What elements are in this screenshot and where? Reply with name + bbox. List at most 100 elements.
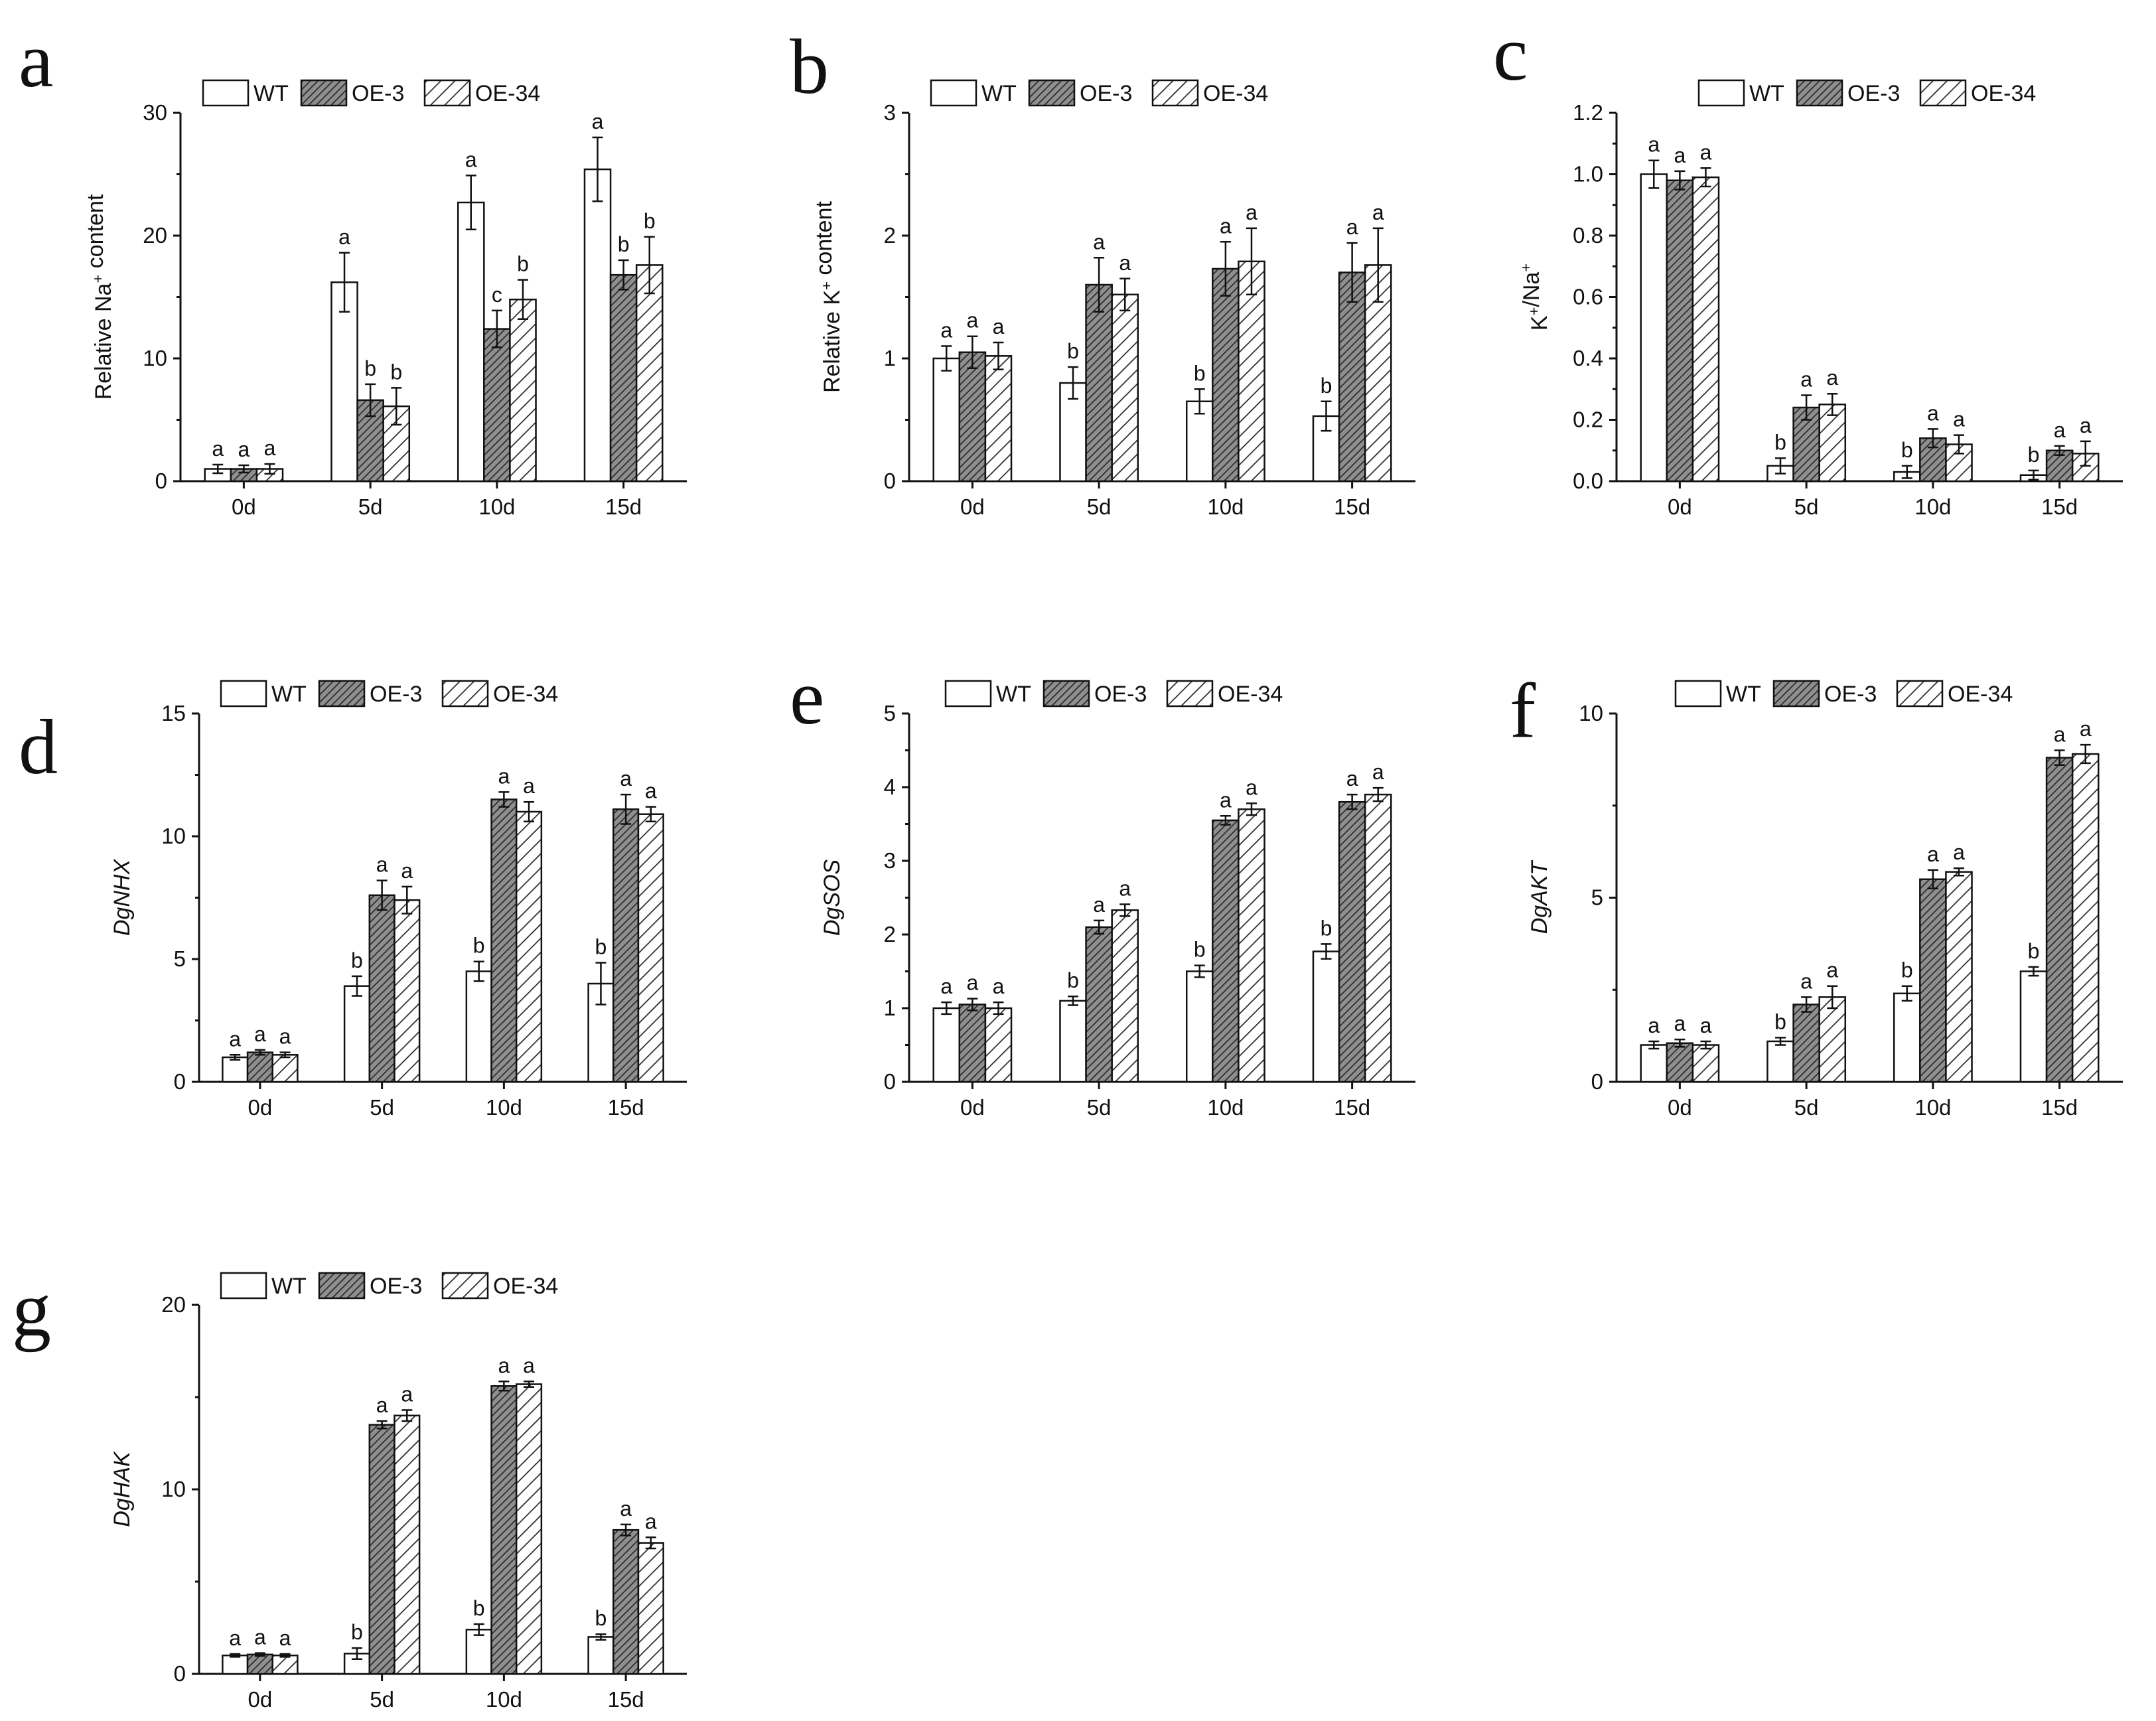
bar-oe3 [1212, 267, 1240, 483]
bar-oe34 [984, 355, 1013, 483]
y-axis-label: Relative K+ content [812, 201, 845, 393]
error-bar-oe3 [1927, 869, 1938, 889]
error-bar-wt [465, 175, 476, 230]
panel-letter: f [1510, 667, 1536, 754]
bar-oe3 [246, 1051, 273, 1083]
significance-letter: b [595, 935, 607, 959]
bar-oe34 [515, 1383, 543, 1675]
bar-wt [2019, 970, 2048, 1083]
legend-label-oe3: OE-3 [1824, 682, 1877, 707]
bar-wt [1640, 173, 1668, 483]
y-tick-label: 0 [174, 1661, 186, 1686]
error-bar-oe3 [254, 1049, 265, 1056]
error-bar-oe3 [1094, 257, 1105, 313]
bar-oe34 [635, 264, 664, 483]
bar-wt [222, 1654, 249, 1675]
significance-letter: a [523, 1353, 535, 1377]
significance-letter: b [2028, 939, 2040, 963]
bar-oe34 [1238, 808, 1265, 1083]
significance-letter: a [338, 225, 350, 249]
panel-letter: g [12, 1266, 51, 1353]
legend-swatch-wt [1674, 680, 1722, 708]
legend-label-wt: WT [253, 81, 289, 106]
significance-letter: a [254, 1625, 266, 1649]
y-tick-label: 1 [884, 346, 896, 370]
significance-letter: b [390, 360, 402, 384]
error-bar-oe34 [1700, 167, 1711, 188]
significance-letter: b [1194, 361, 1206, 385]
legend-label-wt: WT [1726, 682, 1761, 707]
legend-swatch-oe3 [1042, 680, 1090, 708]
error-bar-wt [212, 463, 224, 475]
error-bar-oe3 [1220, 241, 1231, 297]
error-bar-oe3 [376, 879, 388, 911]
bar-oe34 [2071, 753, 2100, 1083]
legend-swatch-oe34 [1151, 79, 1199, 107]
legend-swatch-oe3 [318, 1272, 366, 1300]
significance-letter: a [264, 436, 276, 460]
error-bar-wt [1068, 995, 1079, 1006]
legend-label-wt: WT [271, 1274, 307, 1299]
bar-oe34 [1818, 996, 1847, 1083]
y-tick-label: 0 [1591, 1069, 1603, 1094]
y-tick-label: 0 [155, 469, 167, 493]
y-tick-label: 4 [884, 775, 896, 799]
significance-letter: a [2054, 418, 2066, 442]
bar-wt [583, 168, 612, 483]
significance-letter: a [498, 764, 510, 788]
significance-letter: a [1648, 1013, 1660, 1037]
error-bar-oe3 [620, 793, 632, 825]
y-tick-label: 1.0 [1573, 162, 1603, 187]
legend-swatch-oe34 [1919, 79, 1967, 107]
error-bar-wt [1321, 400, 1332, 432]
error-bar-oe3 [967, 335, 978, 370]
x-tick-label: 15d [2041, 1095, 2078, 1120]
error-bar-oe34 [2080, 440, 2091, 467]
y-tick-label: 2 [884, 922, 896, 946]
bar-oe3 [368, 1424, 395, 1675]
significance-letter: a [1826, 366, 1838, 390]
error-bar-wt [230, 1653, 241, 1658]
error-bar-wt [1068, 366, 1079, 400]
bar-oe34 [637, 813, 664, 1083]
error-bar-oe34 [524, 800, 535, 823]
error-bar-wt [473, 960, 484, 982]
significance-letter: a [401, 859, 413, 883]
y-tick-label: 20 [161, 1292, 186, 1317]
significance-letter: b [2028, 443, 2040, 467]
legend-swatch-wt [944, 680, 992, 708]
bar-wt [343, 985, 371, 1083]
legend-label-oe3: OE-3 [1847, 81, 1900, 106]
y-tick-label: 3 [884, 848, 896, 873]
x-tick-label: 15d [608, 1095, 644, 1120]
bar-wt [587, 982, 614, 1083]
y-tick-label: 20 [143, 223, 167, 248]
y-axis-label: DgHAK [109, 1451, 135, 1527]
x-tick-label: 10d [1207, 1095, 1244, 1120]
legend-label-wt: WT [996, 682, 1031, 707]
error-bar-oe34 [517, 279, 528, 321]
legend-swatch-wt [220, 1272, 267, 1300]
significance-letter: a [645, 1509, 657, 1533]
bar-wt [465, 970, 492, 1083]
legend-label-oe3: OE-3 [370, 1274, 422, 1299]
error-bar-oe34 [279, 1653, 291, 1658]
significance-letter: b [1067, 968, 1079, 992]
y-axis-label: Relative Na+ content [83, 194, 116, 400]
significance-letter: a [401, 1382, 413, 1406]
bar-oe34 [1364, 793, 1392, 1083]
significance-letter: a [229, 1027, 241, 1051]
bar-oe34 [394, 1414, 421, 1675]
significance-letter: a [1372, 760, 1384, 784]
bar-oe3 [958, 1004, 987, 1083]
legend-label-oe34: OE-34 [1218, 682, 1283, 707]
significance-letter: a [1700, 140, 1712, 164]
significance-letter: a [376, 1393, 388, 1417]
error-bar-oe34 [2080, 743, 2091, 765]
error-bar-wt [1321, 943, 1332, 960]
legend-swatch-oe3 [1772, 680, 1820, 708]
y-tick-label: 10 [161, 824, 186, 848]
bar-wt [932, 357, 961, 483]
